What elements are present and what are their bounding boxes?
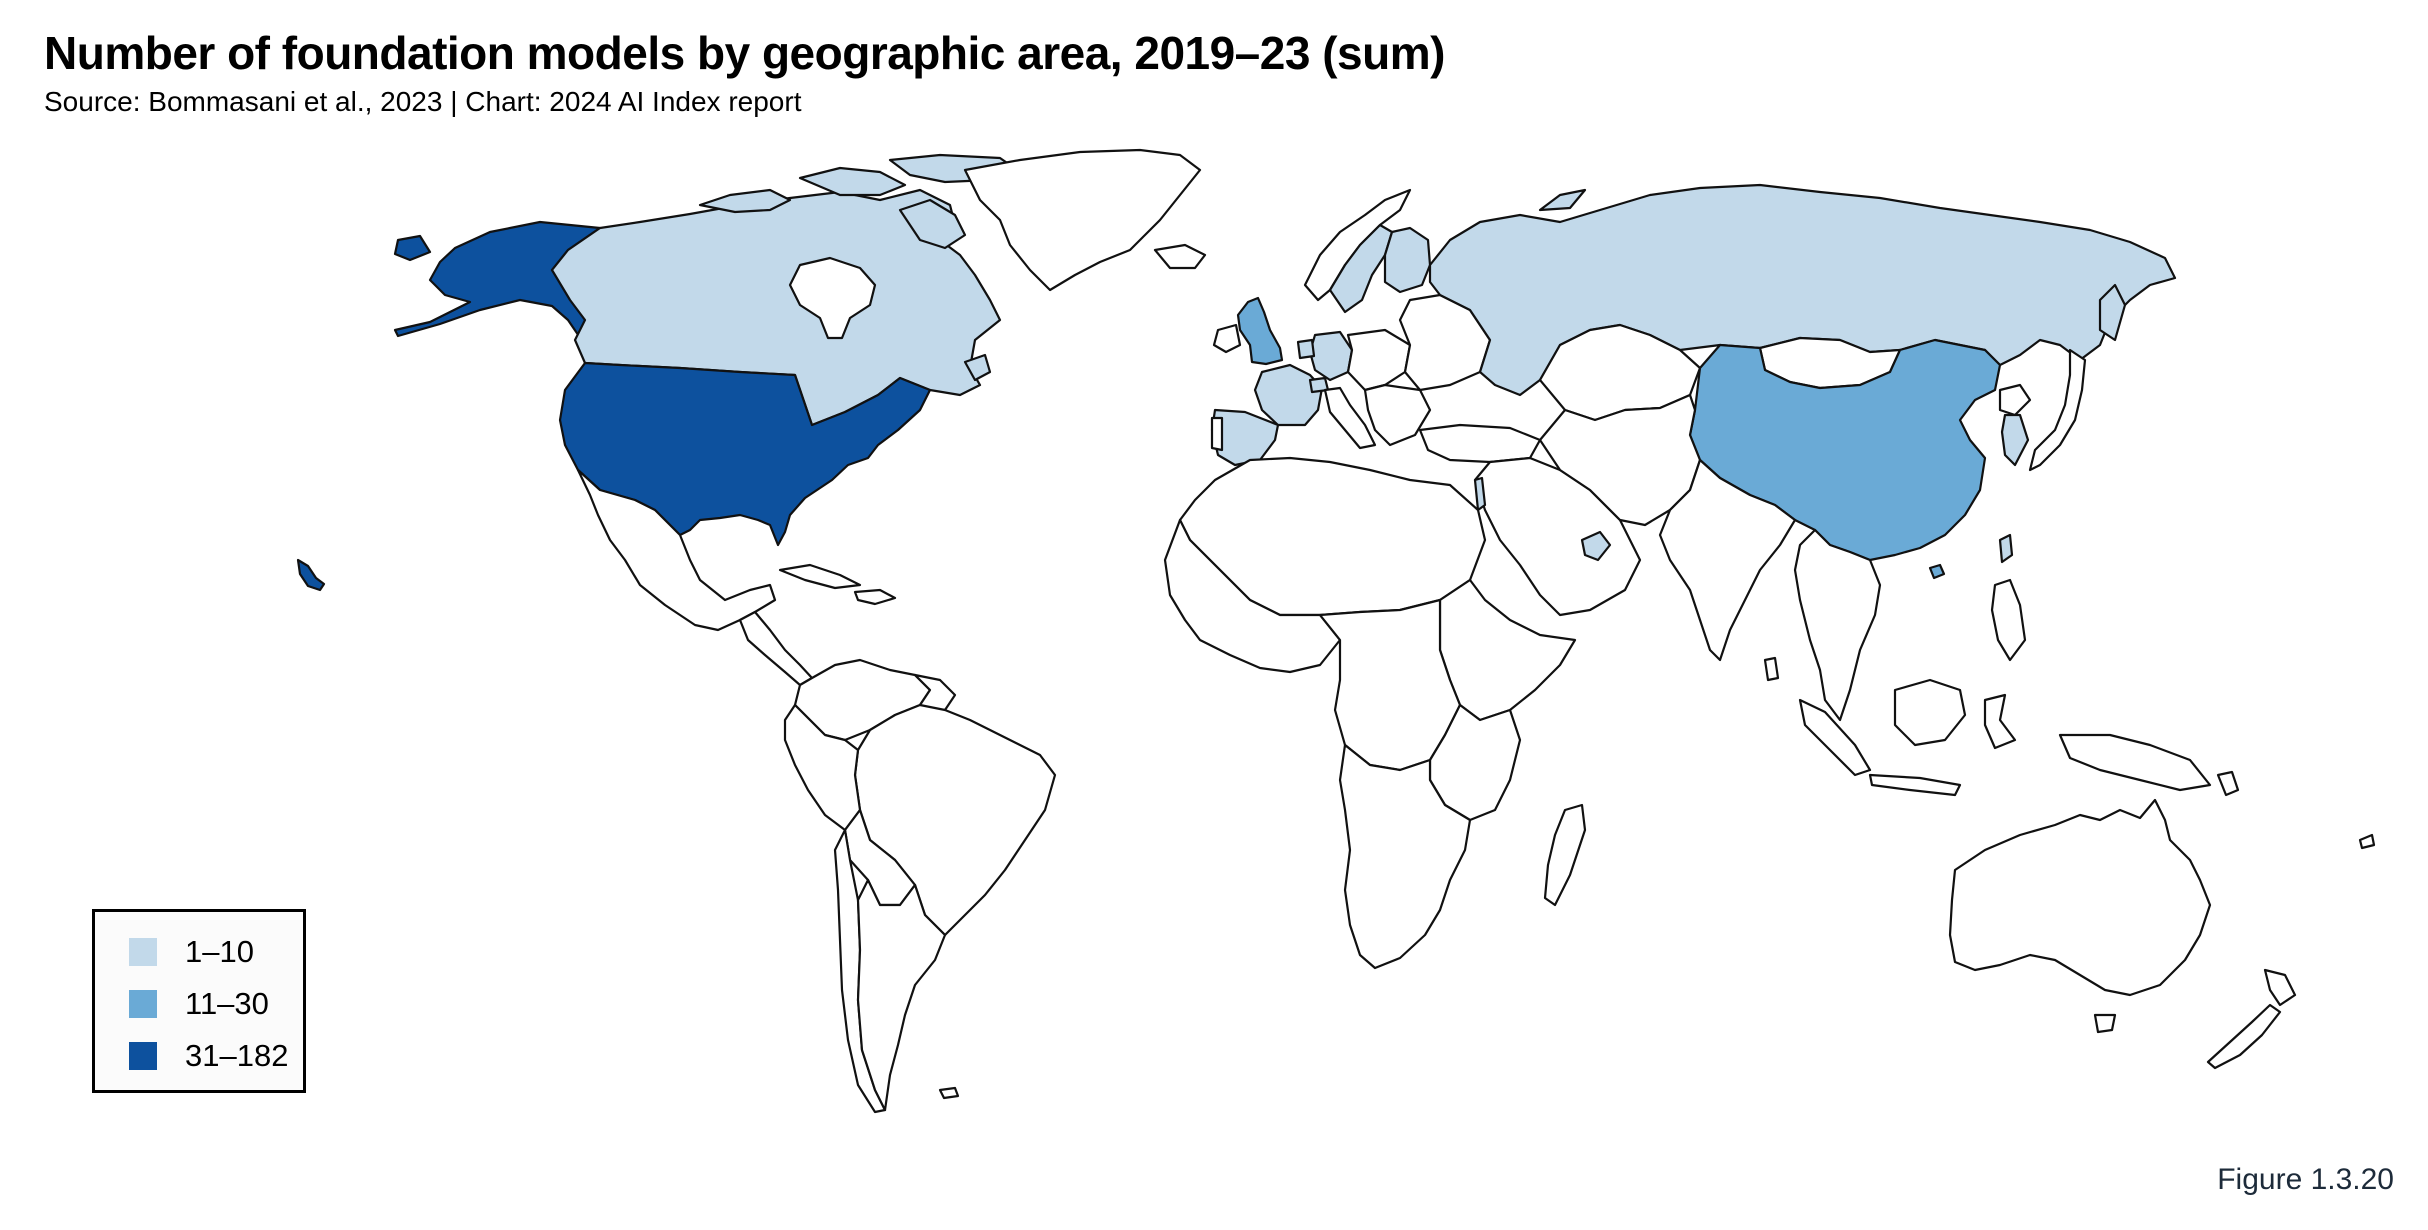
region-iceland	[1153, 243, 1207, 270]
region-france	[1253, 363, 1324, 427]
region-ireland	[1212, 323, 1242, 354]
region-new-zealand-south	[2206, 1003, 2282, 1070]
region-australia	[1948, 798, 2212, 997]
region-canada-hudson-bay	[788, 256, 877, 340]
legend-swatch-1-10	[129, 938, 157, 966]
region-italy	[1323, 386, 1377, 450]
region-canada-newfoundland	[963, 353, 992, 382]
region-korea-north	[1998, 383, 2032, 417]
legend-label-1-10: 1–10	[185, 934, 254, 969]
region-central-europe	[1346, 328, 1412, 392]
legend-label-31-182: 31–182	[185, 1038, 289, 1073]
region-java	[1868, 773, 1962, 797]
legend-swatch-31-182	[129, 1042, 157, 1070]
region-fiji	[2358, 833, 2376, 850]
region-new-zealand-north	[2263, 968, 2297, 1007]
region-falklands	[938, 1086, 960, 1100]
region-west-africa	[1163, 518, 1342, 674]
region-greenland	[963, 148, 1202, 292]
region-pacific-islands	[2216, 770, 2240, 797]
legend-item-1-10: 1–10	[129, 934, 254, 969]
region-canada-arctic-2	[798, 166, 907, 197]
legend-label-11-30: 11–30	[185, 986, 269, 1021]
region-canada-baffin	[898, 198, 967, 250]
region-new-guinea	[2058, 733, 2212, 792]
legend-swatch-11-30	[129, 990, 157, 1018]
region-netherlands	[1296, 338, 1316, 360]
region-hispaniola	[853, 588, 897, 606]
region-central-america	[738, 610, 814, 687]
region-sumatra	[1798, 698, 1872, 777]
region-hong-kong	[1928, 563, 1946, 580]
legend-item-11-30: 11–30	[129, 986, 269, 1021]
region-cuba	[778, 563, 862, 590]
region-israel	[1473, 476, 1487, 512]
legend-item-31-182: 31–182	[129, 1038, 289, 1073]
region-japan	[2028, 348, 2087, 472]
region-sri-lanka	[1763, 656, 1780, 682]
region-alaska-island	[393, 234, 432, 262]
chart-subtitle: Source: Bommasani et al., 2023 | Chart: …	[44, 86, 802, 117]
region-russia-kamchatka	[2098, 283, 2127, 342]
region-madagascar	[1543, 803, 1587, 907]
region-iran-afghanistan-pakistan	[1538, 393, 1702, 527]
region-tasmania	[2093, 1013, 2117, 1034]
region-southern-africa	[1338, 743, 1472, 970]
figure-number: Figure 1.3.20	[2217, 1163, 2394, 1196]
region-argentina	[856, 878, 947, 1112]
region-balkans	[1363, 383, 1432, 447]
region-mexico	[576, 468, 777, 632]
region-east-africa	[1428, 703, 1522, 822]
region-russia-novaya-zemlya	[1538, 188, 1587, 212]
region-united-arab-emirates	[1580, 530, 1612, 562]
region-south-korea	[2000, 413, 2030, 467]
region-southeast-asia	[1793, 528, 1882, 722]
chart-title: Number of foundation models by geographi…	[44, 27, 1445, 79]
region-india	[1658, 458, 1797, 662]
region-hawaii	[296, 558, 326, 592]
region-taiwan	[1998, 533, 2014, 564]
region-portugal	[1210, 416, 1224, 452]
region-philippines	[1990, 578, 2027, 662]
region-united-kingdom	[1236, 296, 1284, 366]
region-borneo	[1893, 678, 1967, 747]
region-sulawesi	[1983, 693, 2017, 750]
region-canada-arctic-1	[698, 188, 792, 214]
region-finland	[1383, 226, 1432, 294]
region-turkey	[1418, 423, 1542, 464]
region-germany	[1308, 330, 1354, 382]
legend: 1–10 11–30 31–182	[92, 909, 306, 1093]
